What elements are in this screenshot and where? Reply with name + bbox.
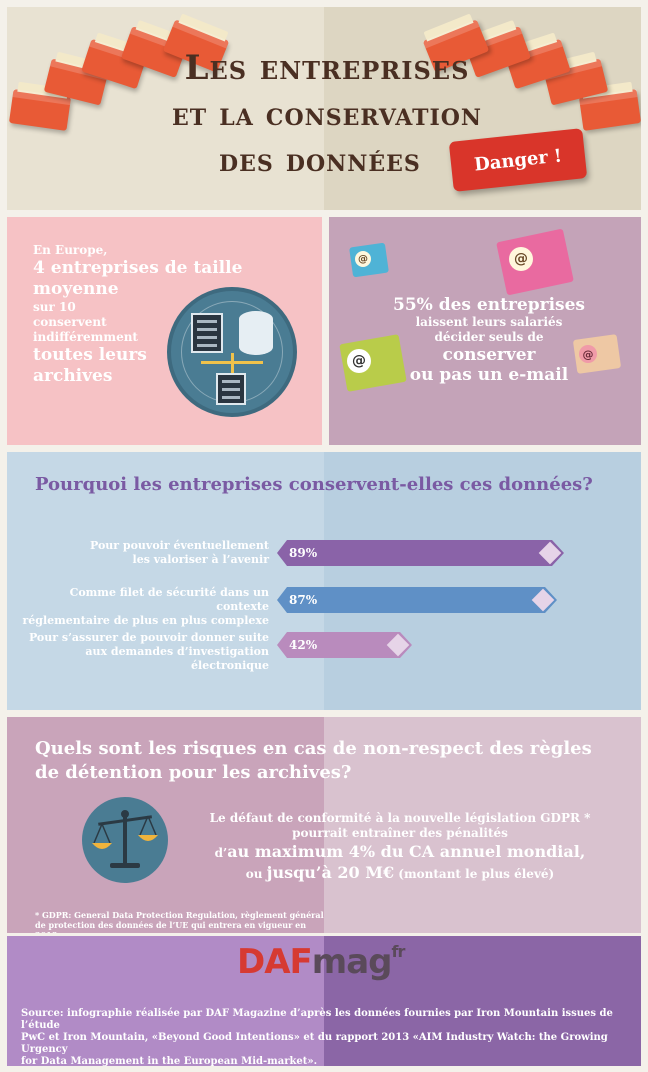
email-envelope-icon: @ [572,334,622,374]
source-line-2: PwC et Iron Mountain, «Beyond Good Inten… [21,1032,608,1055]
database-cylinder [239,311,273,355]
email-envelope-icon: @ [349,242,389,278]
bar-value-label: 87% [289,593,318,607]
europe-line: En Europe, [33,243,108,257]
gdpr-line-4: ou jusqu’à 20 M€ (montant le plus élevé) [185,862,615,883]
decide-line: décider seuls de [434,330,544,344]
bar-value-label: 42% [289,638,318,652]
chart-title: Pourquoi les entreprises conservent-elle… [35,474,593,495]
bar-label-line: aux demandes d’investigation électroniqu… [85,645,269,672]
bar-label: Pour s’assurer de pouvoir donner suite au… [21,631,269,673]
header-panel: Les entreprises et la conservation des d… [7,7,641,210]
server-unit [216,373,246,405]
ratio-line: sur 10 [33,300,76,314]
risk-panel: Quels sont les risques en cas de non-res… [7,717,641,933]
source-text: Source: infographie réalisée par DAF Mag… [21,1008,633,1066]
source-line-3: for Data Management in the European Mid-… [21,1056,318,1066]
gdpr-line-3: d’au maximum 4% du CA annuel mondial, [185,841,615,862]
bar [277,540,564,566]
logo-mag: mag [311,942,393,982]
keep-line: conservent [33,315,107,329]
footer-bg-left [7,936,324,1066]
server-rack [191,313,223,353]
dafmag-logo: DAFmagfr [237,942,405,988]
europe-stat-text: En Europe, 4 entreprises de taille moyen… [33,243,313,387]
source-line-1: Source: infographie réalisée par DAF Mag… [21,1008,613,1031]
email-envelope-icon: @ [339,334,407,392]
network-line [231,353,234,373]
companies-count-line: 4 entreprises de taille [33,258,243,278]
keep-line: conserver [442,345,536,365]
europe-stat-panel: En Europe, 4 entreprises de taille moyen… [7,217,322,445]
balance-scale-icon [82,797,168,883]
gdpr-text: Le défaut de conformité à la nouvelle lé… [185,811,615,883]
title-line-2: et la conservation [171,95,483,133]
gdpr-line-3-prefix: d’ [214,846,228,860]
medium-line: moyenne [33,279,119,299]
gdpr-line-4-main: jusqu’à 20 M€ [266,863,395,882]
title-line-3: des données [219,141,421,179]
email-stat-text: 55% des entreprises laissent leurs salar… [349,295,629,385]
footer-panel: DAFmagfr Source: infographie réalisée pa… [7,936,641,1066]
bar-label-line: Pour s’assurer de pouvoir donner suite [28,631,269,644]
footnote-line-2: de protection des données de l’UE qui en… [35,920,307,933]
percent-companies-line: 55% des entreprises [393,295,585,315]
bar-label-line: Pour pouvoir éventuellement [89,539,269,552]
page-title: Les entreprises et la conservation des d… [127,45,527,183]
server-database-icon [167,287,297,417]
logo-fr: fr [391,942,405,961]
bar-label: Pour pouvoir éventuellement les valoriser… [21,539,269,567]
title-line-1: Les entreprises [184,48,470,88]
bar-label-line: réglementaire de plus en plus complexe [22,614,269,627]
bar-label-line: les valoriser à l’avenir [132,553,269,566]
bar [277,587,557,613]
bar-label-line: Comme filet de sécurité dans un contexte [69,586,269,613]
footnote-line-1: * GDPR: General Data Protection Regulati… [35,910,324,920]
gdpr-line-1: Le défaut de conformité à la nouvelle lé… [209,811,591,825]
risk-title: Quels sont les risques en cas de non-res… [35,737,635,785]
risk-title-line-1: Quels sont les risques en cas de non-res… [35,738,592,759]
employees-line: laissent leurs salariés [415,315,563,329]
reasons-chart-panel: Pourquoi les entreprises conservent-elle… [7,452,641,710]
indifferently-line: indifféremment [33,330,138,344]
bar-label: Comme filet de sécurité dans un contexte… [21,586,269,628]
gdpr-footnote: * GDPR: General Data Protection Regulati… [35,910,325,933]
bar-value-label: 89% [289,546,318,560]
chart-bg-right [324,452,641,710]
email-envelope-icon: @ [496,228,574,296]
email-line: ou pas un e-mail [409,365,569,385]
email-stat-panel: @ @ @ @ 55% des entreprises laissent leu… [329,217,641,445]
gdpr-line-3-main: au maximum 4% du CA annuel mondial, [227,842,586,861]
gdpr-line-4-prefix: ou [245,867,267,881]
risk-title-line-2: de détention pour les archives? [35,762,352,783]
gdpr-line-2: pourrait entraîner des pénalités [292,826,508,840]
logo-daf: DAF [237,942,313,982]
archives-line: archives [33,366,113,386]
risk-bg-right [324,717,641,933]
all-their-line: toutes leurs [33,345,147,365]
gdpr-line-4-suffix: (montant le plus élevé) [394,867,555,881]
